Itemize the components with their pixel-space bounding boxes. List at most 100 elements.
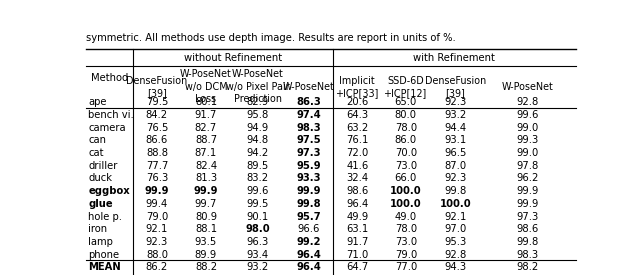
Text: 94.2: 94.2 xyxy=(246,148,269,158)
Text: bench vi.: bench vi. xyxy=(88,110,134,120)
Text: 92.3: 92.3 xyxy=(444,174,467,183)
Text: 95.9: 95.9 xyxy=(296,161,321,171)
Text: 99.7: 99.7 xyxy=(195,199,217,209)
Text: 87.1: 87.1 xyxy=(195,148,217,158)
Text: driller: driller xyxy=(88,161,118,171)
Text: 96.2: 96.2 xyxy=(516,174,539,183)
Text: 79.0: 79.0 xyxy=(395,250,417,260)
Text: 94.3: 94.3 xyxy=(444,262,467,272)
Text: 49.9: 49.9 xyxy=(346,211,369,222)
Text: without Refinement: without Refinement xyxy=(184,53,282,63)
Text: 98.3: 98.3 xyxy=(296,123,321,133)
Text: 95.7: 95.7 xyxy=(296,211,321,222)
Text: 88.0: 88.0 xyxy=(146,250,168,260)
Text: 99.9: 99.9 xyxy=(296,186,321,196)
Text: 100.0: 100.0 xyxy=(390,186,422,196)
Text: 82.7: 82.7 xyxy=(195,123,217,133)
Text: lamp: lamp xyxy=(88,237,113,247)
Text: 86.2: 86.2 xyxy=(146,262,168,272)
Text: 88.7: 88.7 xyxy=(195,135,217,145)
Text: 92.8: 92.8 xyxy=(444,250,467,260)
Text: 49.0: 49.0 xyxy=(395,211,417,222)
Text: 99.5: 99.5 xyxy=(246,199,269,209)
Text: DenseFusion
[39]: DenseFusion [39] xyxy=(424,76,486,98)
Text: 96.4: 96.4 xyxy=(346,199,369,209)
Text: 73.0: 73.0 xyxy=(395,237,417,247)
Text: 92.1: 92.1 xyxy=(444,211,467,222)
Text: 95.8: 95.8 xyxy=(246,110,269,120)
Text: camera: camera xyxy=(88,123,126,133)
Text: 72.0: 72.0 xyxy=(346,148,369,158)
Text: 99.9: 99.9 xyxy=(145,186,169,196)
Text: 73.0: 73.0 xyxy=(395,161,417,171)
Text: 94.4: 94.4 xyxy=(444,123,467,133)
Text: 88.2: 88.2 xyxy=(195,262,217,272)
Text: 86.3: 86.3 xyxy=(296,97,321,107)
Text: SSD-6D
+ICP[12]: SSD-6D +ICP[12] xyxy=(384,76,428,98)
Text: 99.8: 99.8 xyxy=(516,237,539,247)
Text: 92.1: 92.1 xyxy=(146,224,168,234)
Text: 98.3: 98.3 xyxy=(517,250,539,260)
Text: 97.3: 97.3 xyxy=(296,148,321,158)
Text: 93.2: 93.2 xyxy=(444,110,467,120)
Text: 99.9: 99.9 xyxy=(516,186,539,196)
Text: 76.3: 76.3 xyxy=(146,174,168,183)
Text: 79.5: 79.5 xyxy=(146,97,168,107)
Text: Method: Method xyxy=(91,73,128,83)
Text: ape: ape xyxy=(88,97,107,107)
Text: 99.9: 99.9 xyxy=(516,199,539,209)
Text: 96.4: 96.4 xyxy=(296,250,321,260)
Text: 93.1: 93.1 xyxy=(444,135,467,145)
Text: 41.6: 41.6 xyxy=(346,161,369,171)
Text: 100.0: 100.0 xyxy=(440,199,471,209)
Text: 64.7: 64.7 xyxy=(346,262,369,272)
Text: 99.0: 99.0 xyxy=(516,148,539,158)
Text: 99.6: 99.6 xyxy=(246,186,269,196)
Text: 93.2: 93.2 xyxy=(246,262,269,272)
Text: eggbox: eggbox xyxy=(88,186,130,196)
Text: 97.8: 97.8 xyxy=(516,161,539,171)
Text: 98.6: 98.6 xyxy=(516,224,539,234)
Text: 99.6: 99.6 xyxy=(516,110,539,120)
Text: 99.3: 99.3 xyxy=(516,135,539,145)
Text: 96.6: 96.6 xyxy=(298,224,320,234)
Text: cat: cat xyxy=(88,148,104,158)
Text: 65.0: 65.0 xyxy=(395,97,417,107)
Text: 82.9: 82.9 xyxy=(246,97,269,107)
Text: 99.2: 99.2 xyxy=(296,237,321,247)
Text: 92.8: 92.8 xyxy=(516,97,539,107)
Text: W-PoseNet: W-PoseNet xyxy=(502,82,554,92)
Text: Implicit
+ICP[33]: Implicit +ICP[33] xyxy=(335,76,379,98)
Text: 92.3: 92.3 xyxy=(444,97,467,107)
Text: symmetric. All methods use depth image. Results are report in units of %.: symmetric. All methods use depth image. … xyxy=(86,32,456,43)
Text: 99.9: 99.9 xyxy=(194,186,218,196)
Text: 66.0: 66.0 xyxy=(395,174,417,183)
Text: 70.0: 70.0 xyxy=(395,148,417,158)
Text: 96.4: 96.4 xyxy=(296,262,321,272)
Text: 63.2: 63.2 xyxy=(346,123,369,133)
Text: 89.5: 89.5 xyxy=(246,161,269,171)
Text: 97.4: 97.4 xyxy=(296,110,321,120)
Text: 81.3: 81.3 xyxy=(195,174,217,183)
Text: 86.0: 86.0 xyxy=(395,135,417,145)
Text: 89.9: 89.9 xyxy=(195,250,217,260)
Text: 94.9: 94.9 xyxy=(246,123,269,133)
Text: 76.1: 76.1 xyxy=(346,135,369,145)
Text: 91.7: 91.7 xyxy=(346,237,369,247)
Text: W-PoseNet
w/o Pixel Pair
Prediction: W-PoseNet w/o Pixel Pair Prediction xyxy=(226,70,289,104)
Text: 99.8: 99.8 xyxy=(296,199,321,209)
Text: 79.0: 79.0 xyxy=(146,211,168,222)
Text: 76.5: 76.5 xyxy=(146,123,168,133)
Text: 32.4: 32.4 xyxy=(346,174,369,183)
Text: with Refinement: with Refinement xyxy=(413,53,495,63)
Text: 96.5: 96.5 xyxy=(444,148,467,158)
Text: 93.5: 93.5 xyxy=(195,237,217,247)
Text: phone: phone xyxy=(88,250,120,260)
Text: 93.3: 93.3 xyxy=(296,174,321,183)
Text: 80.9: 80.9 xyxy=(195,211,217,222)
Text: 88.1: 88.1 xyxy=(195,224,217,234)
Text: 99.8: 99.8 xyxy=(444,186,467,196)
Text: glue: glue xyxy=(88,199,113,209)
Text: 80.0: 80.0 xyxy=(395,110,417,120)
Text: 92.3: 92.3 xyxy=(146,237,168,247)
